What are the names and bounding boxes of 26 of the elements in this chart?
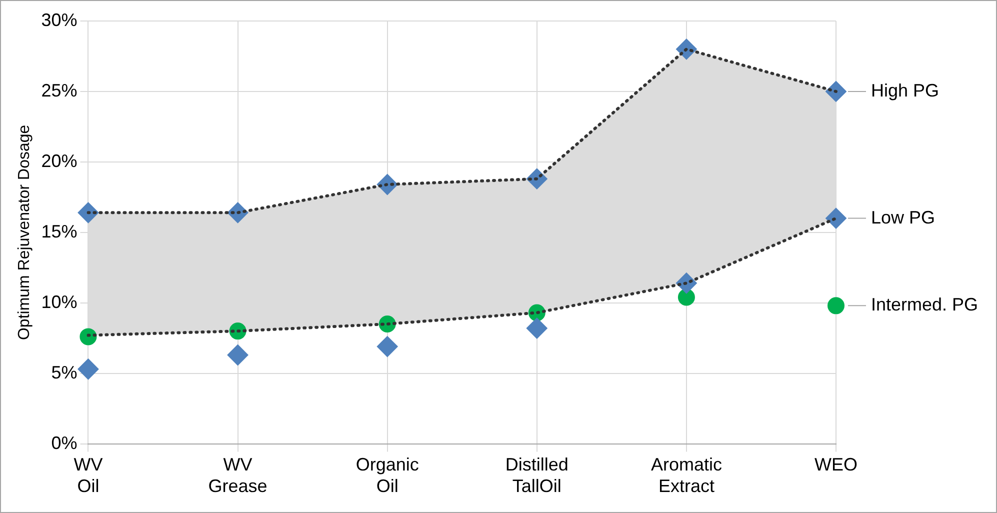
y-tick-label: 10% (41, 292, 78, 312)
x-tick-label: Aromatic Extract (650, 454, 722, 496)
y-tick-label: 0% (51, 432, 78, 453)
x-tick-label: WV Grease (208, 454, 268, 496)
point (828, 297, 844, 314)
point (376, 336, 398, 358)
x-tick-label: WEO (814, 454, 858, 475)
series-label: Low PG (871, 207, 936, 228)
y-tick-label: 25% (41, 80, 78, 100)
y-tick-label: 30% (41, 10, 78, 30)
point (78, 358, 99, 380)
point (227, 344, 248, 366)
point (526, 318, 548, 339)
point (826, 80, 846, 102)
series-label: Intermed. PG (871, 294, 978, 315)
y-tick-label: 15% (41, 221, 78, 242)
point (80, 328, 97, 346)
point (826, 208, 846, 229)
x-tick-label: WV Oil (74, 454, 103, 496)
y-tick-label: 5% (51, 362, 78, 382)
x-tick-label: Distilled TallOil (505, 454, 568, 496)
x-tick-label: Organic Oil (356, 454, 419, 496)
point (678, 288, 695, 306)
series-label: High PG (871, 80, 940, 100)
y-tick-label: 20% (41, 150, 78, 171)
y-axis-title: Optimum Rejuvenator Dosage (16, 124, 34, 340)
